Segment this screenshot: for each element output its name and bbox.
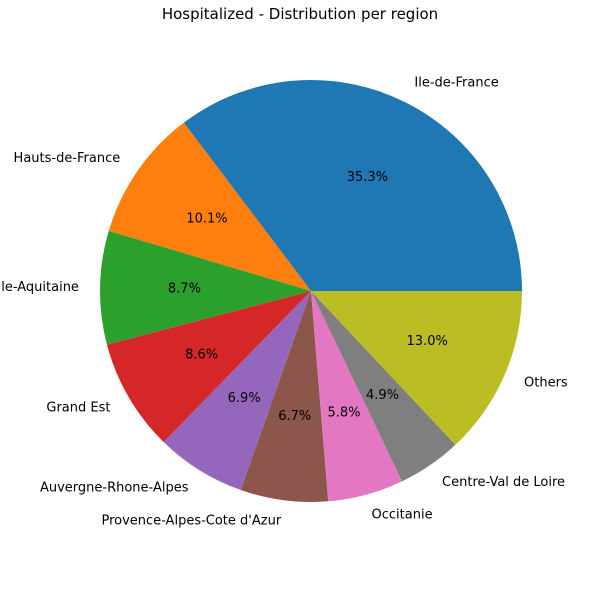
percent-label-occitanie: 5.8%	[328, 406, 361, 421]
category-label-nouvelle-aquitaine: Nouvelle-Aquitaine	[0, 280, 79, 295]
percent-labels: 35.3% 10.1% 8.7% 8.6% 6.9% 6.7% 5.8% 4.9% 13.0%	[168, 170, 448, 424]
percent-label-nouvelle-aquitaine: 8.7%	[168, 282, 201, 297]
chart-title: Hospitalized - Distribution per region	[161, 5, 439, 23]
category-label-centre-val-de-loire: Centre-Val de Loire	[442, 475, 565, 490]
category-label-others: Others	[524, 376, 568, 391]
pie-slice-grand-est	[106, 291, 312, 443]
pie-slice-hauts-de-france	[108, 122, 312, 291]
percent-label-hauts-de-france: 10.1%	[186, 211, 227, 226]
percent-label-grand-est: 8.6%	[185, 347, 218, 362]
category-labels: Ile-de-France Hauts-de-France Nouvelle-Aqu…	[0, 76, 568, 529]
pie-slices	[99, 80, 522, 503]
percent-label-others: 13.0%	[407, 334, 448, 349]
category-label-grand-est: Grand Est	[46, 400, 110, 415]
pie-slice-others	[311, 291, 522, 445]
percent-label-auvergne-rhone-alpes: 6.9%	[228, 391, 261, 406]
pie-slice-occitanie	[311, 291, 403, 502]
category-label-hauts-de-france: Hauts-de-France	[14, 151, 121, 166]
pie-slice-ile-de-france	[183, 80, 522, 291]
pie-slice-auvergne-rhone-alpes	[163, 291, 311, 490]
category-label-provence-alpes-cote-d-azur: Provence-Alpes-Cote d'Azur	[101, 514, 281, 529]
percent-label-centre-val-de-loire: 4.9%	[366, 388, 399, 403]
pie-slice-centre-val-de-loire	[311, 291, 456, 482]
pie-slice-nouvelle-aquitaine	[99, 230, 311, 345]
pie-slice-provence-alpes-cote-d-azur	[240, 291, 329, 503]
category-label-auvergne-rhone-alpes: Auvergne-Rhone-Alpes	[40, 481, 189, 496]
category-label-ile-de-france: Ile-de-France	[414, 76, 498, 91]
percent-label-ile-de-france: 35.3%	[347, 170, 388, 185]
category-label-occitanie: Occitanie	[372, 508, 433, 523]
percent-label-provence-alpes-cote-d-azur: 6.7%	[278, 409, 311, 424]
